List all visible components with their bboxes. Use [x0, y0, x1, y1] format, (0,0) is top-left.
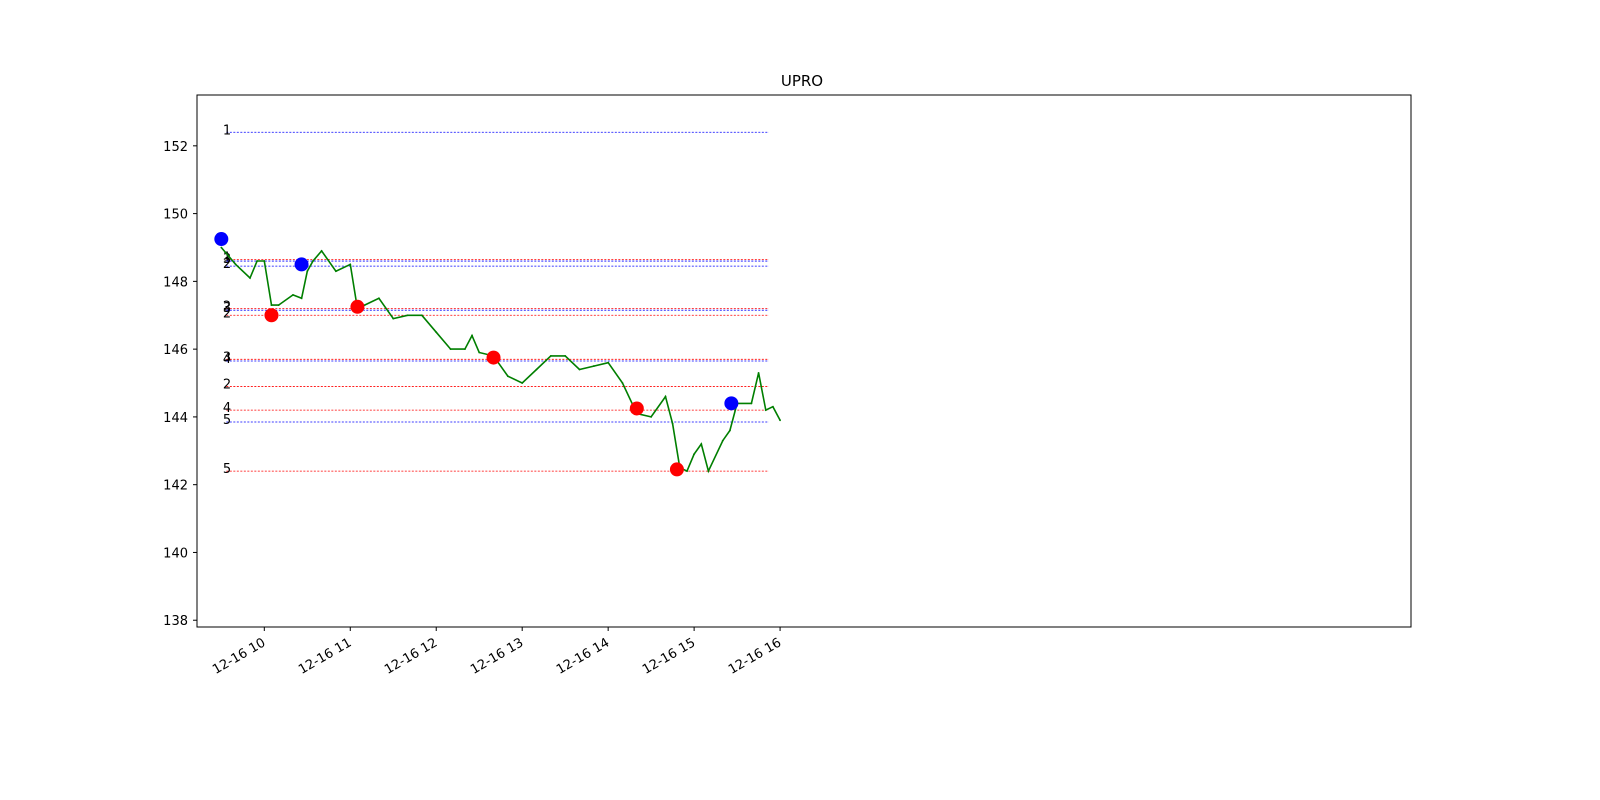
price-point [750, 402, 753, 405]
level-label: 3 [223, 301, 231, 316]
price-point [256, 260, 259, 262]
y-tick-label: 138 [163, 614, 188, 629]
blue-marker [724, 396, 739, 411]
level-label: 5 [223, 462, 231, 477]
price-point [564, 355, 567, 357]
blue-marker [214, 232, 229, 247]
y-tick-label: 144 [163, 411, 188, 426]
price-point [549, 355, 552, 357]
x-tick-label: 12-16 13 [468, 635, 526, 677]
price-line [220, 246, 781, 474]
level-label: 4 [223, 401, 231, 416]
red-marker [264, 308, 279, 323]
price-point [621, 382, 624, 384]
price-point [650, 416, 653, 418]
price-point [607, 361, 610, 364]
price-point [378, 297, 380, 300]
level-label: 1 [223, 250, 231, 265]
price-point [300, 297, 303, 300]
level-label: 5 [223, 413, 231, 428]
price-point [335, 270, 337, 273]
blue-marker [294, 257, 309, 272]
level-label: 1 [223, 123, 231, 138]
y-tick-label: 146 [163, 343, 188, 358]
price-point [686, 470, 688, 473]
price-point [757, 371, 760, 374]
price-point [249, 277, 251, 279]
plot-frame [196, 94, 1412, 628]
red-marker [629, 401, 644, 416]
chart-title: UPRO [781, 72, 823, 90]
red-marker [486, 350, 501, 365]
y-tick-label: 140 [163, 546, 188, 561]
price-point [506, 375, 509, 378]
y-tick-label: 142 [163, 479, 188, 494]
price-point [671, 422, 674, 425]
price-point [721, 439, 724, 442]
price-point [312, 260, 314, 262]
y-tick-label: 152 [163, 140, 188, 155]
x-tick-label: 12-16 11 [296, 635, 354, 677]
price-point [292, 294, 294, 296]
x-tick-label: 12-16 16 [726, 635, 784, 677]
price-point [471, 334, 473, 337]
price-point [421, 314, 423, 317]
price-point [463, 348, 466, 351]
level-label: 3 [223, 252, 231, 267]
price-point [521, 382, 524, 384]
red-marker [669, 462, 684, 477]
price-point [220, 246, 223, 249]
y-tick-label: 148 [163, 275, 188, 290]
price-point [700, 443, 703, 445]
price-point [779, 419, 781, 422]
level-label: 2 [223, 257, 231, 272]
level-label: 4 [223, 352, 231, 367]
price-point [578, 368, 581, 371]
price-point [707, 470, 710, 473]
price-point [729, 429, 731, 432]
x-tick-label: 12-16 10 [210, 635, 268, 677]
price-point [270, 304, 273, 306]
price-point [406, 314, 409, 317]
price-point [349, 263, 352, 266]
price-point [772, 405, 774, 408]
x-tick-label: 12-16 14 [554, 635, 612, 677]
price-point [306, 270, 309, 273]
price-point [592, 365, 595, 367]
level-label: 2 [223, 299, 231, 314]
y-tick-label: 150 [163, 208, 188, 223]
x-tick-label: 12-16 12 [382, 635, 440, 677]
x-axis: 12-16 10 12-16 11 12-16 12 12-16 13 12-16 14… [210, 627, 784, 678]
level-label: 2 [223, 306, 231, 321]
price-point [392, 317, 395, 320]
price-point [277, 304, 280, 306]
price-point [664, 395, 667, 398]
price-point [693, 453, 696, 456]
price-point [449, 348, 452, 351]
price-point [535, 368, 538, 371]
price-point [435, 331, 438, 334]
y-axis: 138 140 142 144 146 148 150 152 [163, 140, 197, 629]
price-point [478, 351, 481, 354]
x-tick-label: 12-16 15 [640, 635, 698, 677]
red-marker [350, 299, 365, 314]
price-point [234, 263, 237, 266]
price-point [320, 249, 323, 252]
price-point [764, 409, 767, 412]
level-label: 2 [223, 377, 231, 392]
price-point [263, 260, 266, 262]
level-label: 3 [223, 350, 231, 365]
